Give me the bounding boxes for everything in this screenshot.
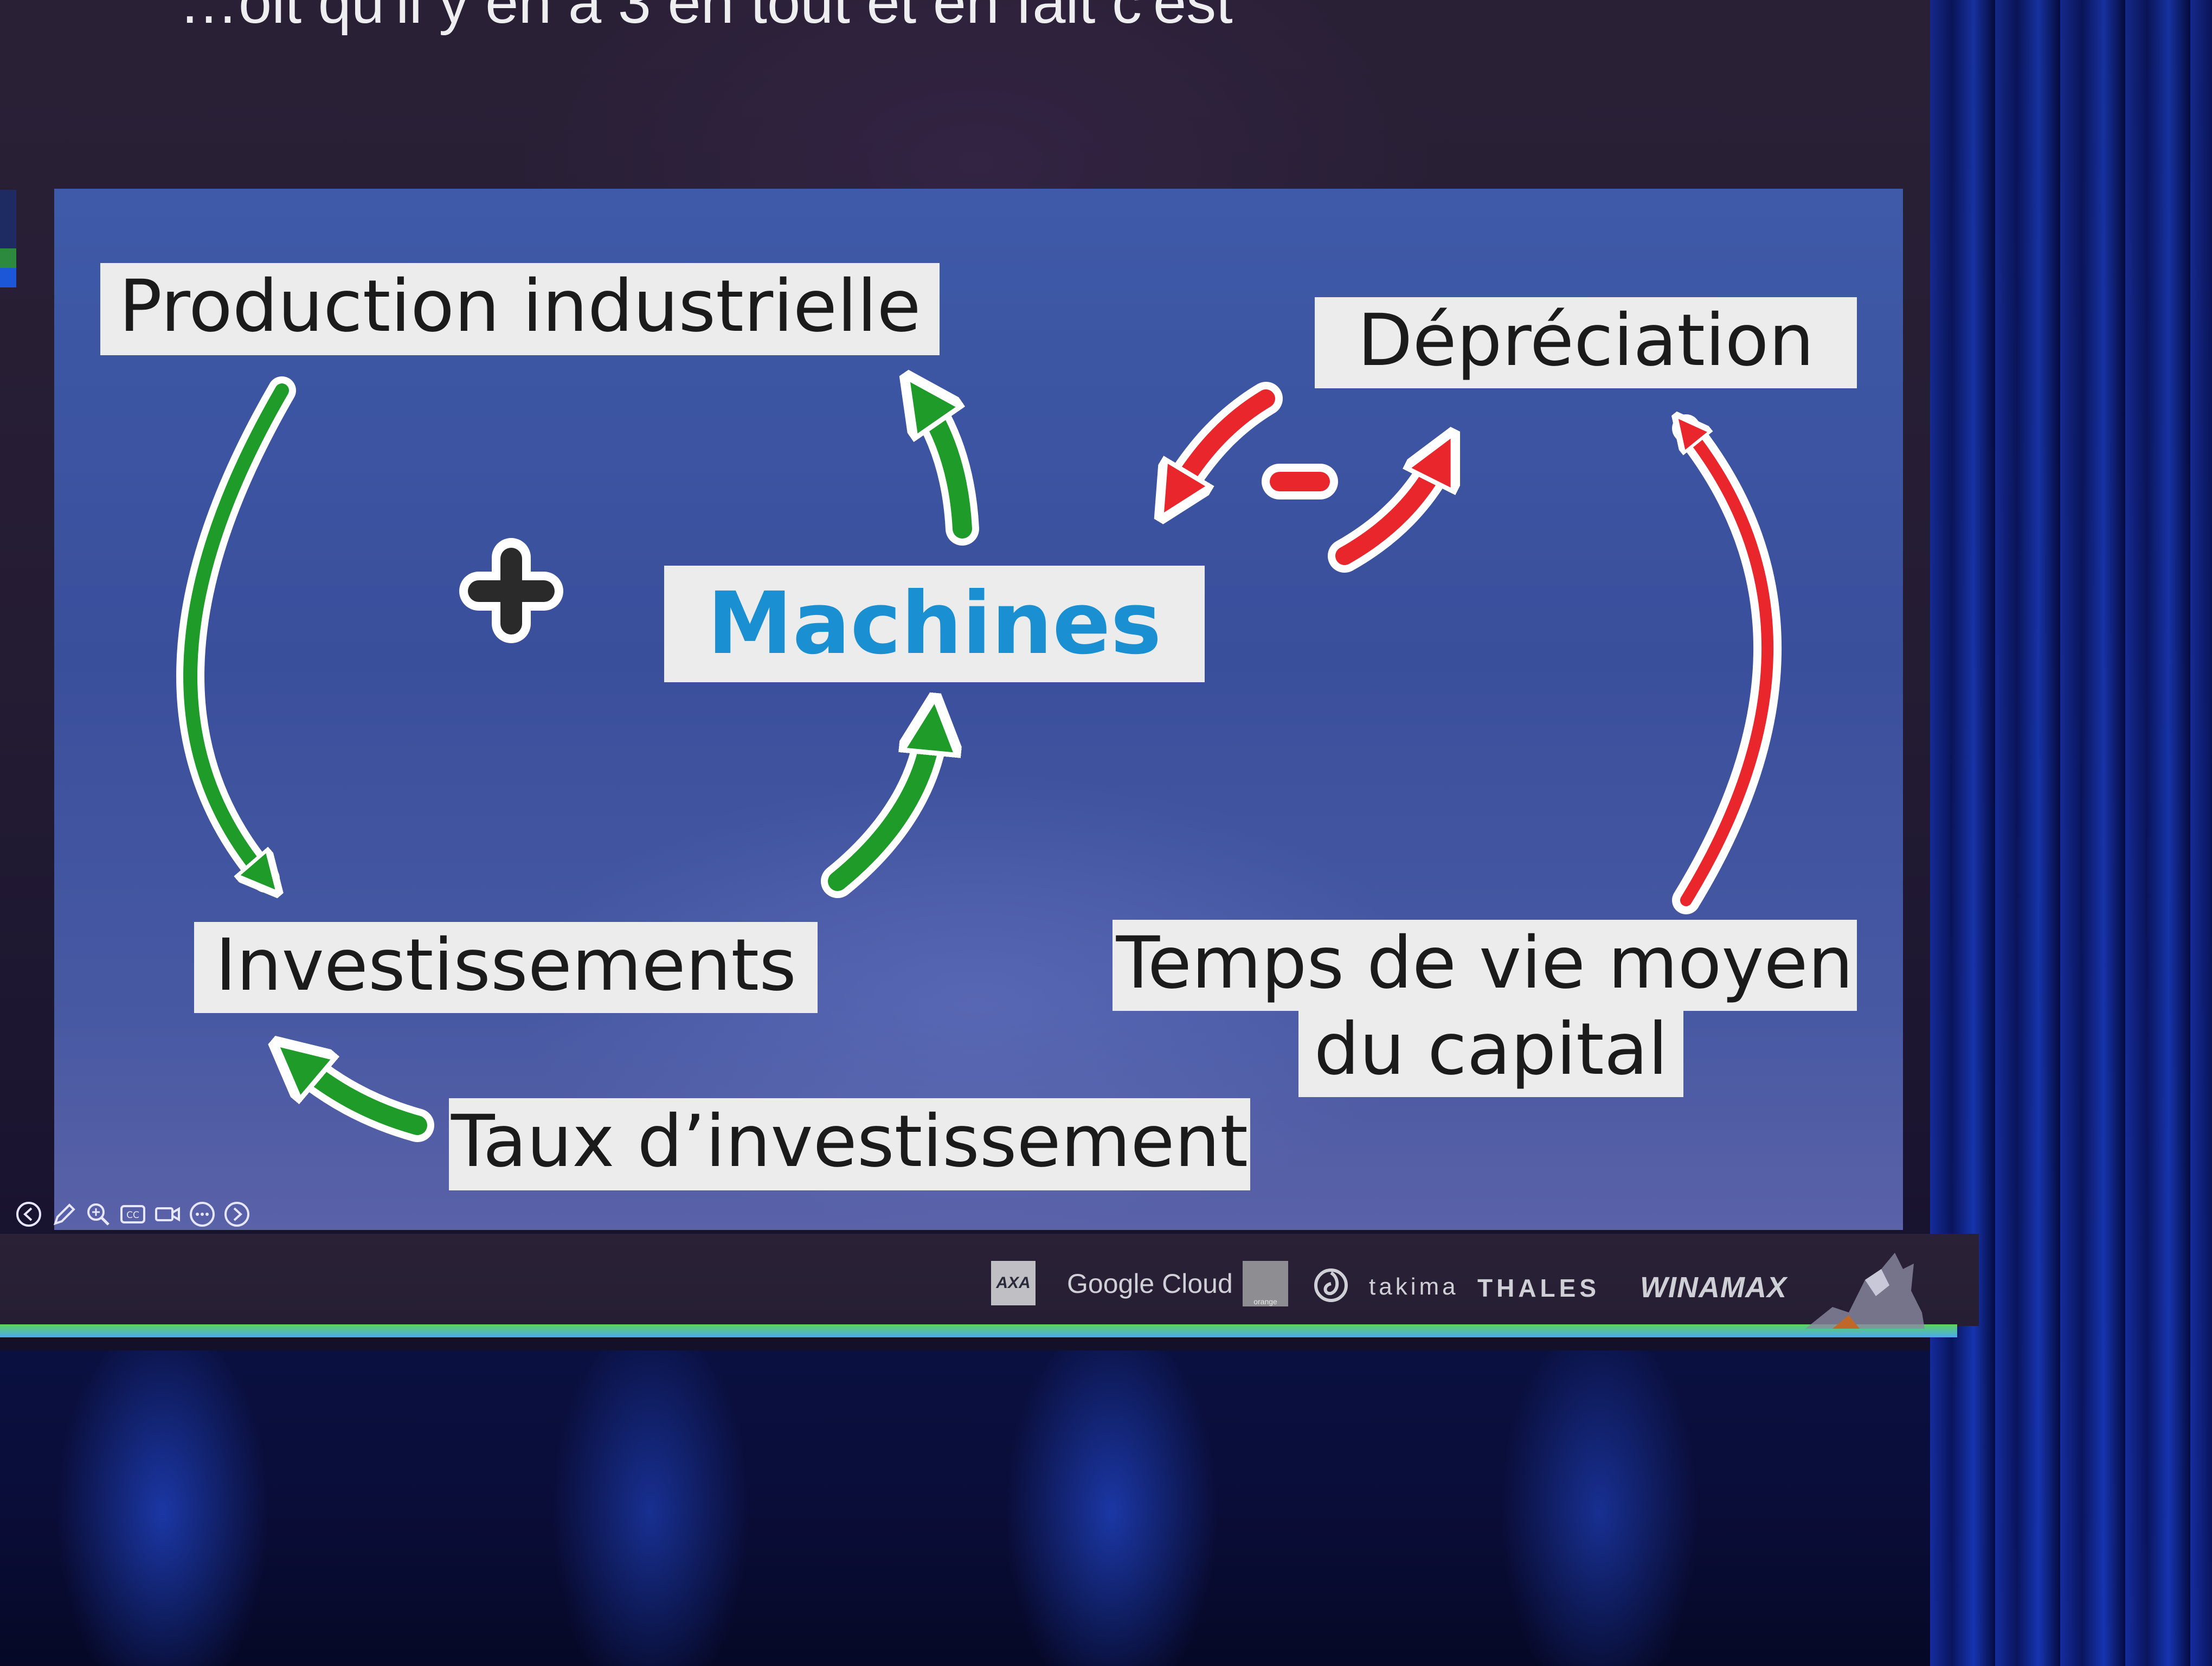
label-taux-investissement: Taux d’investissement: [449, 1098, 1250, 1190]
captions-button[interactable]: CC: [116, 1197, 150, 1231]
slide-accent-line: [0, 1324, 1957, 1337]
next-slide-icon[interactable]: [220, 1197, 254, 1231]
captions-label: CC: [126, 1210, 139, 1221]
projected-slide-caption: …oit qu'il y en a 3 en tout et en fait c…: [179, 0, 1233, 36]
pen-icon[interactable]: [47, 1197, 80, 1231]
adjacent-window-edge: [0, 190, 16, 287]
camera-icon[interactable]: [151, 1197, 184, 1231]
mascot-illustration: [1805, 1253, 1925, 1329]
sponsor-logo-orange: orange: [1243, 1261, 1288, 1306]
arrow-temps-to-depreciation: [1686, 428, 1782, 914]
arrow-investissements-to-machines: [821, 724, 933, 898]
arrow-machines-to-production: [922, 399, 979, 546]
label-temps-de-vie-line2: du capital: [1298, 1006, 1683, 1097]
sponsor-footer: [0, 1234, 1979, 1326]
label-investissements: Investissements: [194, 922, 818, 1013]
label-machines: Machines: [664, 566, 1205, 682]
stage-curtain-right: [1930, 0, 2212, 1666]
stage-curtain-bottom: [0, 1350, 2212, 1666]
sponsor-logo-takima: takima: [1369, 1273, 1459, 1300]
label-temps-de-vie-line1: Temps de vie moyen: [1113, 920, 1857, 1011]
label-production-industrielle: Production industrielle: [100, 263, 940, 355]
zoom-icon[interactable]: [81, 1197, 115, 1231]
positive-loop-sign: +: [459, 538, 563, 643]
negative-loop-sign: -: [1262, 464, 1338, 499]
slideshow-toolbar: CC: [12, 1197, 254, 1232]
arrow-taux-to-investissements: [295, 1060, 434, 1142]
arrow-depreciation-to-machines: [1174, 382, 1283, 496]
more-options-icon[interactable]: [185, 1197, 219, 1231]
previous-slide-icon[interactable]: [12, 1197, 46, 1231]
sponsor-logo-thales: THALES: [1477, 1274, 1600, 1302]
label-depreciation: Dépréciation: [1315, 297, 1857, 388]
takima-swirl-icon: [1314, 1268, 1348, 1302]
sponsor-logo-axa: AXA: [991, 1261, 1036, 1305]
sponsor-logo-google-cloud: Google Cloud: [1067, 1268, 1233, 1299]
arrow-machines-to-depreciation: [1328, 456, 1442, 573]
sponsor-logo-winamax: WINAMAX: [1640, 1271, 1787, 1304]
arrow-production-to-investissements: [176, 376, 296, 879]
